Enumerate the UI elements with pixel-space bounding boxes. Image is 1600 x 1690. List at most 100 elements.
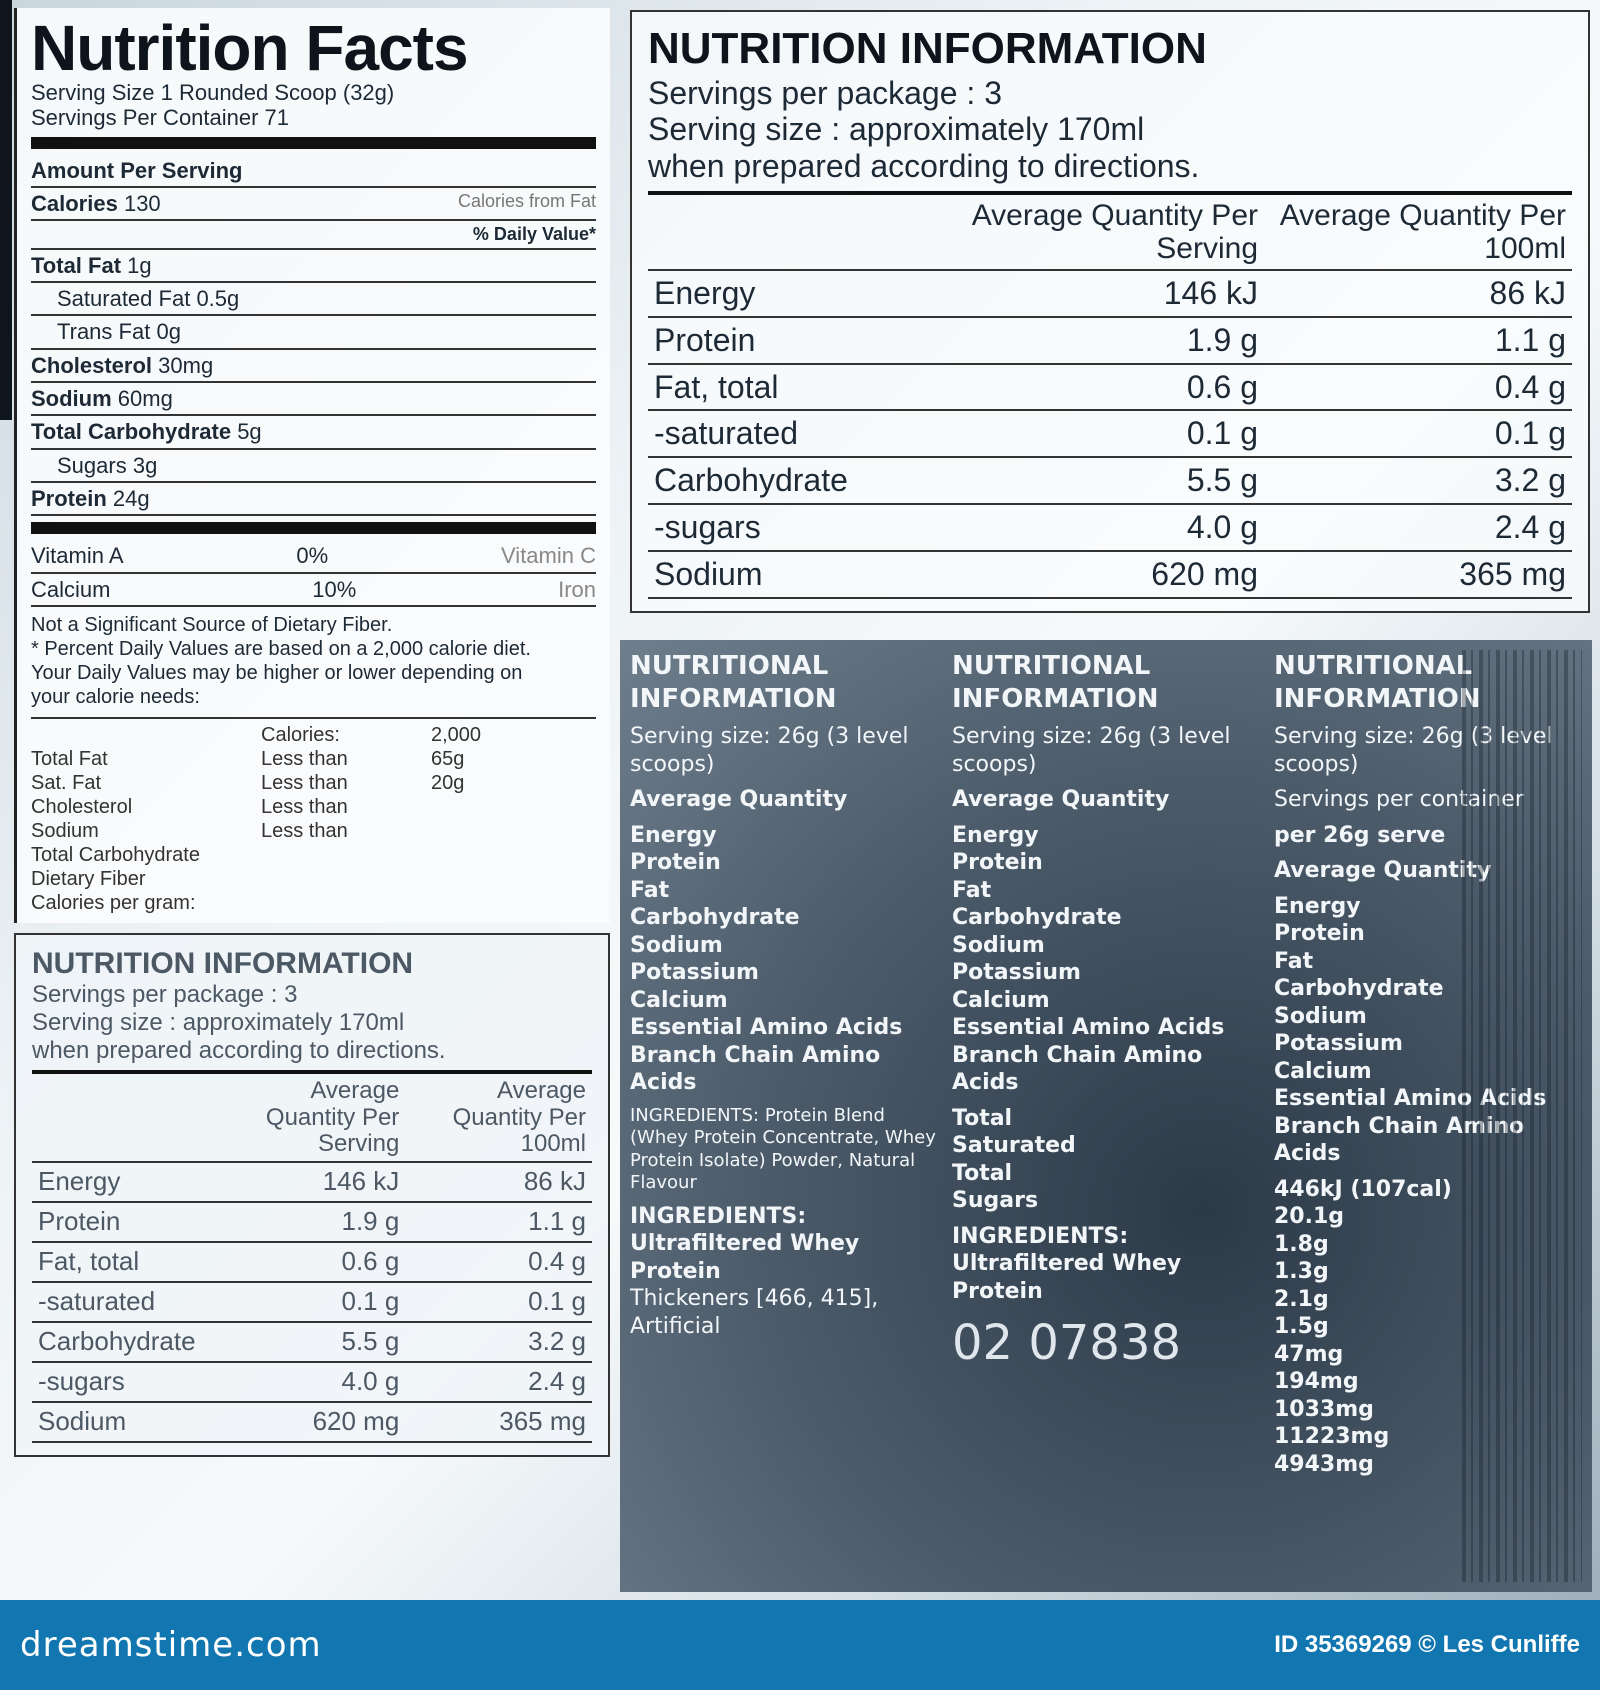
ni-label: Carbohydrate bbox=[654, 462, 848, 499]
ni-label: -sugars bbox=[654, 508, 761, 545]
overlay-title-mid: NUTRITIONAL INFORMATION bbox=[952, 651, 1159, 714]
ni-per-serving: 1.9 g bbox=[1186, 321, 1258, 358]
overlay-item: Branch Chain Amino Acids bbox=[952, 1042, 1203, 1096]
dv-cell: Less than bbox=[261, 819, 348, 842]
ni-servings: Servings per package : 3 Serving size : a… bbox=[648, 75, 1572, 195]
nutrient-row: Protein 24g bbox=[31, 483, 596, 517]
overlay-item: 4943mg bbox=[1274, 1451, 1374, 1477]
ni-blank bbox=[648, 195, 956, 270]
dv-cell: Calories per gram: bbox=[31, 891, 196, 914]
dv-cell: Less than bbox=[261, 771, 348, 794]
ni-per-100ml: 2.4 g bbox=[528, 1365, 586, 1396]
overlay-per-26g: per 26g serve bbox=[1274, 822, 1446, 848]
ni-col1: Average Quantity Per Serving bbox=[265, 1077, 400, 1157]
vitamin-rows: Vitamin A 0% Vitamin C Calcium 10% Iron bbox=[31, 540, 596, 607]
ni-label: Energy bbox=[654, 274, 756, 311]
dv-cell bbox=[261, 843, 431, 867]
ni-per-serving: 620 mg bbox=[312, 1405, 400, 1436]
nutrient-row: Cholesterol 30mg bbox=[31, 350, 596, 384]
dv-cell bbox=[431, 843, 541, 867]
dv-cell bbox=[431, 867, 541, 891]
dv-cell bbox=[431, 819, 541, 843]
nutrient-value: 60mg bbox=[117, 386, 173, 412]
overlay-item: Sodium bbox=[1274, 1003, 1367, 1029]
nutrient-value: 3g bbox=[132, 452, 158, 478]
overlay-item: 1033mg bbox=[1274, 1396, 1374, 1422]
footnotes: Not a Significant Source of Dietary Fibe… bbox=[31, 613, 596, 709]
nutrient-label: Protein 24g bbox=[31, 486, 150, 511]
dv-cell: Cholesterol bbox=[31, 795, 133, 818]
nutrient-row: Trans Fat 0g bbox=[31, 316, 596, 350]
vitamin-name: Calcium bbox=[31, 576, 111, 602]
overlay-serving-size-right: Serving size: 26g (3 level scoops) bbox=[1274, 724, 1553, 777]
ni-label: Carbohydrate bbox=[38, 1325, 196, 1356]
overlay-item: 194mg bbox=[1274, 1369, 1359, 1394]
ni-per-100ml: 1.1 g bbox=[528, 1206, 586, 1237]
overlay-item: Sodium bbox=[630, 932, 723, 958]
ingredients-line: Thickeners [466, 415], Artificial bbox=[630, 1286, 879, 1339]
overlay-item: Energy bbox=[1274, 893, 1361, 919]
footnote: Not a Significant Source of Dietary Fibe… bbox=[31, 613, 393, 636]
overlay-average-quantity-mid: Average Quantity bbox=[952, 787, 1170, 812]
dv-cell: Calories: bbox=[261, 723, 340, 746]
overlay-item: 446kJ (107cal) bbox=[1274, 1176, 1452, 1202]
ni-col1: Average Quantity Per Serving bbox=[971, 198, 1258, 265]
serving-size: Serving Size 1 Rounded Scoop (32g) bbox=[31, 80, 395, 105]
nutrient-name: Saturated Fat bbox=[57, 286, 191, 312]
overlay-item: Carbohydrate bbox=[952, 905, 1122, 930]
overlay-item: Protein bbox=[1274, 921, 1365, 946]
overlay-item: 1.5g bbox=[1274, 1314, 1329, 1339]
nutrition-facts-label: Nutrition Facts Serving Size 1 Rounded S… bbox=[14, 8, 610, 923]
ni-label: Fat, total bbox=[38, 1246, 140, 1277]
overlay-item: 2.1g bbox=[1274, 1286, 1329, 1312]
ni-row: Carbohydrate 5.5 g 3.2 g bbox=[32, 1322, 592, 1362]
nutrient-row: Sodium 60mg bbox=[31, 383, 596, 417]
nutrient-name: Trans Fat bbox=[57, 319, 151, 345]
divider bbox=[31, 522, 596, 535]
ni-per-serving: 0.6 g bbox=[1186, 368, 1258, 405]
left-labels: Nutrition Facts Serving Size 1 Rounded S… bbox=[14, 8, 610, 1457]
overlay-item: Essential Amino Acids bbox=[1274, 1086, 1547, 1111]
overlay-serving-size: Serving size: 26g (3 level scoops) bbox=[630, 724, 909, 777]
ni-label: Fat, total bbox=[654, 368, 779, 405]
ni-row: -sugars 4.0 g 2.4 g bbox=[648, 504, 1572, 551]
photo: Nutrition Facts Serving Size 1 Rounded S… bbox=[0, 0, 1592, 1592]
vitamin-value: 0% bbox=[296, 543, 329, 569]
nutrient-label: Trans Fat 0g bbox=[57, 319, 181, 344]
ni-row: Carbohydrate 5.5 g 3.2 g bbox=[648, 457, 1572, 504]
ni-row: Energy 146 kJ 86 kJ bbox=[648, 270, 1572, 317]
overlay-ingredients-left: INGREDIENTS: Protein Blend (Whey Protein… bbox=[630, 1104, 936, 1194]
overlay-item: Sodium bbox=[952, 932, 1045, 958]
overlay-fat-items: Total Saturated Total Sugars bbox=[952, 1105, 1260, 1215]
calories: Calories 130 bbox=[31, 191, 161, 216]
ni-label: -sugars bbox=[38, 1365, 125, 1396]
overlay-item: Branch Chain Amino Acids bbox=[630, 1042, 881, 1096]
overlay-title: NUTRITIONAL INFORMATION bbox=[630, 651, 837, 714]
vitamin-other: Vitamin C bbox=[501, 543, 596, 569]
ni-label: Energy bbox=[38, 1166, 121, 1197]
overlay-item: Saturated bbox=[952, 1133, 1076, 1158]
overlay-serving-size-mid: Serving size: 26g (3 level scoops) bbox=[952, 724, 1231, 777]
overlay-item: 47mg bbox=[1274, 1341, 1344, 1367]
nutrient-name: Protein bbox=[31, 485, 107, 511]
dv-cell bbox=[261, 867, 431, 891]
dv-cell: 20g bbox=[431, 771, 465, 794]
nutrient-value: 0.5g bbox=[196, 286, 240, 312]
ni-per-100ml: 365 mg bbox=[499, 1405, 586, 1436]
ni-label: Protein bbox=[38, 1206, 121, 1237]
overlay-item: Energy bbox=[630, 822, 717, 848]
nutrient-value: 30mg bbox=[158, 352, 214, 378]
amount-per-serving-label: Amount Per Serving bbox=[31, 157, 243, 183]
nutrient-name: Cholesterol bbox=[31, 352, 153, 378]
ni-servings: Servings per package : 3 Serving size : a… bbox=[32, 981, 592, 1075]
nutrition-information-label: NUTRITION INFORMATION Servings per packag… bbox=[630, 10, 1590, 613]
nutrition-information-label-faded: NUTRITION INFORMATION Servings per packag… bbox=[14, 932, 610, 1457]
dreamstime-logo[interactable]: dreamstime.com bbox=[20, 1625, 322, 1665]
daily-value-table: Calories: 2,000 Total Fat Less than 65g Sat. … bbox=[31, 716, 596, 915]
daily-value-header-label: % Daily Value* bbox=[472, 224, 596, 245]
overlay-values-right: 446kJ (107cal) 20.1g 1.8g 1.3g 2.1g 1.5g 47mg 1… bbox=[1274, 1176, 1582, 1479]
ni-per-serving: 620 mg bbox=[1151, 555, 1258, 592]
dv-cell bbox=[31, 723, 261, 747]
ni-col2: Average Quantity Per 100ml bbox=[452, 1077, 586, 1157]
nutrient-value: 5g bbox=[237, 419, 262, 445]
